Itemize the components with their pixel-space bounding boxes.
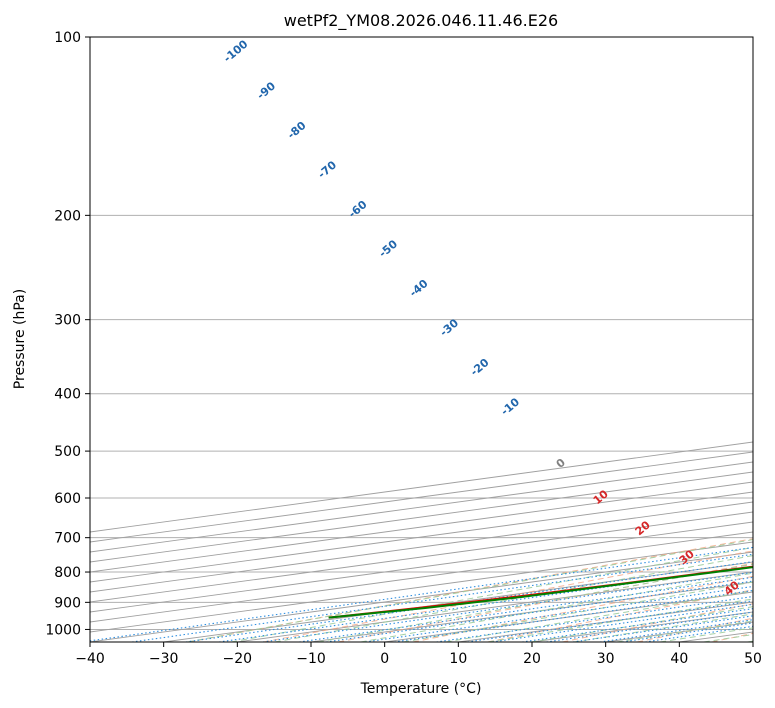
y-tick-label: 800 <box>54 565 81 581</box>
isotherm-line <box>90 451 753 543</box>
isotherm-line <box>90 551 753 642</box>
x-tick-label: 10 <box>449 651 467 667</box>
x-axis: −40 −30 −20 −10 0 10 20 30 40 50 <box>75 642 762 667</box>
isotherm-line <box>531 611 753 642</box>
y-tick-label: 900 <box>54 595 81 611</box>
moist-adiabat-line <box>660 627 753 642</box>
chart-title: wetPf2_YM08.2026.046.11.46.E26 <box>284 11 558 31</box>
mixing-ratio-line <box>90 546 753 642</box>
y-tick-label: 100 <box>54 30 81 46</box>
dry-adiabat-line <box>562 603 753 642</box>
moist-adiabat-label: 20 <box>633 518 653 538</box>
moist-adiabat-line <box>488 598 753 642</box>
x-tick-label: 40 <box>670 651 688 667</box>
dry-adiabat-line <box>636 617 753 642</box>
plot-frame <box>89 36 754 643</box>
isopleth-labels: -100-90-80-70-60-50-40-30-20-100.10.20.4… <box>221 37 742 598</box>
mixing-ratio-line <box>185 561 753 642</box>
moist-adiabat-line <box>403 581 753 642</box>
isotherm-line <box>90 461 753 553</box>
moist-adiabat-line <box>317 563 753 642</box>
y-axis-label: Pressure (hPa) <box>12 289 28 389</box>
y-tick-label: 300 <box>54 313 81 329</box>
x-tick-label: −10 <box>296 651 326 667</box>
y-tick-label: 1000 <box>45 622 81 638</box>
isotherm-line <box>90 511 753 603</box>
dry-adiabat-label: -80 <box>285 119 309 142</box>
moist-adiabat-line <box>747 640 753 642</box>
moist-adiabat-line <box>703 633 753 642</box>
y-tick-label: 500 <box>54 444 81 460</box>
plot-grid <box>90 37 753 642</box>
dry-adiabat-line <box>263 550 753 642</box>
dry-adiabat-label: -90 <box>254 79 278 102</box>
dry-adiabat-label: -20 <box>468 356 492 379</box>
dry-adiabat-line <box>711 632 753 642</box>
isotherm-line <box>90 541 753 633</box>
y-tick-label: 600 <box>54 491 81 507</box>
x-tick-label: −40 <box>75 651 105 667</box>
isotherm-line <box>90 481 753 573</box>
y-tick-label: 200 <box>54 208 81 224</box>
moist-adiabat-label: 10 <box>591 487 611 507</box>
mixing-ratio-line <box>436 595 753 642</box>
x-tick-label: 30 <box>597 651 615 667</box>
isotherm-line <box>90 521 753 613</box>
isotherm-line <box>384 591 753 642</box>
moist-adiabat-line <box>573 613 753 642</box>
y-axis: 100 200 300 400 500 600 700 800 900 1000 <box>45 30 90 638</box>
dry-adiabat-label: -10 <box>498 395 522 418</box>
mixing-ratio-line <box>467 600 753 642</box>
dry-adiabat-line <box>412 575 753 642</box>
dry-adiabat-label: -40 <box>407 277 431 300</box>
isotherm-line <box>90 491 753 583</box>
dry-adiabat-line <box>487 589 753 642</box>
x-tick-label: 0 <box>380 651 389 667</box>
isotherm-line <box>90 501 753 593</box>
dry-adiabat-label: -50 <box>376 237 400 260</box>
mixing-ratio-line <box>131 553 753 642</box>
dry-adiabat-line <box>338 562 753 642</box>
moist-adiabat-line <box>360 572 753 642</box>
mixing-ratio-line <box>522 608 753 642</box>
mixing-ratio-line <box>492 603 753 642</box>
y-tick-label: 700 <box>54 531 81 547</box>
mixing-ratio-line <box>546 611 753 642</box>
moist-adiabat-line <box>530 606 753 642</box>
dry-adiabat-label: -60 <box>346 198 370 221</box>
isotherm-line <box>90 471 753 563</box>
dry-adiabat-label: -100 <box>221 37 251 65</box>
moist-adiabat-line <box>231 546 753 642</box>
moist-adiabat-line <box>274 555 753 642</box>
isotherm-line <box>679 631 753 642</box>
x-axis-label: Temperature (°C) <box>360 681 482 697</box>
x-tick-label: −20 <box>223 651 253 667</box>
isotherm-line <box>752 641 753 642</box>
x-tick-label: 50 <box>744 651 762 667</box>
x-tick-label: 20 <box>523 651 541 667</box>
dry-adiabat-label: -70 <box>315 158 339 181</box>
isotherm-line <box>90 531 753 623</box>
isotherm-line <box>310 581 753 642</box>
y-tick-label: 400 <box>54 387 81 403</box>
moist-adiabat-line <box>616 620 753 642</box>
x-tick-label: −30 <box>149 651 179 667</box>
